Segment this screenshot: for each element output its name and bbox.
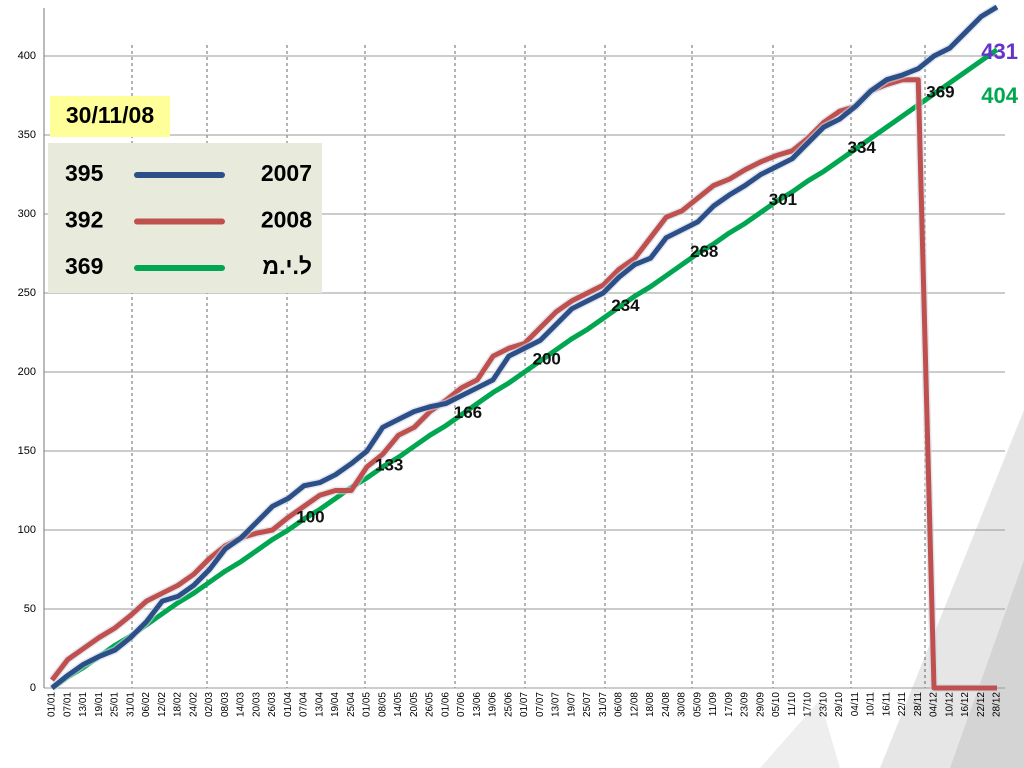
data-label: 334 bbox=[848, 138, 877, 157]
x-tick-label: 31/01 bbox=[125, 692, 136, 717]
x-tick-label: 13/04 bbox=[314, 692, 325, 717]
x-tick-label: 10/11 bbox=[866, 692, 877, 717]
x-tick-label: 01/06 bbox=[440, 692, 451, 717]
data-label: 369 bbox=[926, 82, 954, 101]
x-tick-label: 07/04 bbox=[299, 692, 310, 717]
x-tick-label: 08/05 bbox=[377, 692, 388, 717]
x-tick-label: 25/04 bbox=[346, 692, 357, 717]
x-tick-label: 31/07 bbox=[598, 692, 609, 717]
x-tick-label: 19/04 bbox=[330, 692, 341, 717]
x-tick-label: 23/09 bbox=[740, 692, 751, 717]
x-tick-label: 05/09 bbox=[692, 692, 703, 717]
data-label: 268 bbox=[690, 242, 718, 261]
x-tick-label: 04/11 bbox=[850, 692, 861, 717]
month-separators bbox=[131, 45, 926, 688]
series-line bbox=[50, 4, 999, 690]
x-tick-label: 25/01 bbox=[110, 692, 121, 717]
x-tick-label: 16/11 bbox=[881, 692, 892, 717]
legend: 30/11/08 395 2007 392 2008 369 ל.י.מ bbox=[48, 96, 322, 293]
lines bbox=[48, 3, 1000, 692]
legend-value: 369 bbox=[65, 253, 103, 279]
x-tick-label: 18/02 bbox=[173, 692, 184, 717]
x-tick-label: 17/09 bbox=[724, 692, 735, 717]
end-label: 431 bbox=[981, 39, 1018, 64]
data-label: 100 bbox=[296, 507, 324, 526]
x-tick-label: 25/06 bbox=[503, 692, 514, 717]
y-tick-label: 250 bbox=[18, 287, 36, 299]
x-tick-label: 02/03 bbox=[204, 692, 215, 717]
x-tick-label: 30/08 bbox=[677, 692, 688, 717]
labels: 431 100 133 166 200 234 268 301 334 369 404 bbox=[296, 39, 1019, 527]
y-tick-label: 150 bbox=[18, 445, 36, 457]
x-tick-label: 22/11 bbox=[897, 692, 908, 717]
data-label: 200 bbox=[533, 349, 561, 368]
y-tick-label: 300 bbox=[18, 208, 36, 220]
data-label: 133 bbox=[375, 455, 403, 474]
x-tick-label: 07/07 bbox=[535, 692, 546, 717]
x-tick-label: 25/07 bbox=[582, 692, 593, 717]
date-box bbox=[50, 96, 170, 137]
x-tick-label: 07/01 bbox=[62, 692, 73, 717]
y-tick-label: 200 bbox=[18, 366, 36, 378]
x-tick-label: 29/09 bbox=[755, 692, 766, 717]
y-tick-label: 0 bbox=[30, 682, 36, 694]
x-tick-label: 28/11 bbox=[913, 692, 924, 717]
legend-date: 30/11/08 bbox=[66, 102, 154, 128]
data-label: 234 bbox=[611, 296, 640, 315]
data-label: 166 bbox=[454, 403, 482, 422]
x-tick-label: 29/10 bbox=[834, 692, 845, 717]
x-tick-label: 24/08 bbox=[661, 692, 672, 717]
x-tick-label: 06/02 bbox=[141, 692, 152, 717]
legend-value: 395 bbox=[65, 160, 104, 186]
legend-name: 2007 bbox=[261, 160, 312, 186]
x-tick-label: 12/02 bbox=[157, 692, 168, 717]
data-label: 301 bbox=[769, 190, 797, 209]
y-tick-label: 400 bbox=[18, 50, 36, 62]
y-tick-label: 100 bbox=[18, 524, 36, 536]
x-tick-label: 10/12 bbox=[944, 692, 955, 717]
legend-name: ל.י.מ bbox=[262, 253, 312, 279]
x-tick-label: 14/03 bbox=[236, 692, 247, 717]
legend-name: 2008 bbox=[261, 207, 312, 233]
x-tick-label: 11/10 bbox=[787, 692, 798, 717]
x-tick-label: 24/02 bbox=[188, 692, 199, 717]
x-tick-label: 16/12 bbox=[960, 692, 971, 717]
x-tick-label: 14/05 bbox=[393, 692, 404, 717]
y-tick-label: 350 bbox=[18, 129, 36, 141]
x-tick-label: 06/08 bbox=[614, 692, 625, 717]
x-tick-label: 26/03 bbox=[267, 692, 278, 717]
x-tick-label: 19/06 bbox=[488, 692, 499, 717]
x-tick-label: 22/12 bbox=[976, 692, 987, 717]
y-tick-label: 50 bbox=[24, 603, 36, 615]
background-decor bbox=[760, 410, 1024, 768]
series-line bbox=[50, 47, 999, 691]
x-tick-label: 12/08 bbox=[629, 692, 640, 717]
x-tick-label: 18/08 bbox=[645, 692, 656, 717]
x-tick-label: 13/06 bbox=[472, 692, 483, 717]
x-tick-label: 13/01 bbox=[78, 692, 89, 717]
end-label: 404 bbox=[981, 83, 1018, 108]
x-tick-label: 08/03 bbox=[220, 692, 231, 717]
x-tick-label: 19/07 bbox=[566, 692, 577, 717]
x-tick-label: 23/10 bbox=[818, 692, 829, 717]
x-tick-label: 20/05 bbox=[409, 692, 420, 717]
legend-value: 392 bbox=[65, 207, 103, 233]
x-tick-label: 01/04 bbox=[283, 692, 294, 717]
x-tick-label: 05/10 bbox=[771, 692, 782, 717]
x-tick-label: 13/07 bbox=[551, 692, 562, 717]
series-line bbox=[50, 77, 997, 691]
x-tick-label: 20/03 bbox=[251, 692, 262, 717]
x-tick-label: 04/12 bbox=[929, 692, 940, 717]
x-tick-label: 11/09 bbox=[708, 692, 719, 717]
x-tick-label: 19/01 bbox=[94, 692, 105, 717]
x-tick-label: 01/01 bbox=[47, 692, 58, 717]
x-tick-label: 26/05 bbox=[425, 692, 436, 717]
x-tick-label: 01/07 bbox=[519, 692, 530, 717]
x-tick-label: 28/12 bbox=[992, 692, 1003, 717]
x-tick-label: 17/10 bbox=[803, 692, 814, 717]
x-tick-label: 01/05 bbox=[362, 692, 373, 717]
x-tick-label: 07/06 bbox=[456, 692, 467, 717]
